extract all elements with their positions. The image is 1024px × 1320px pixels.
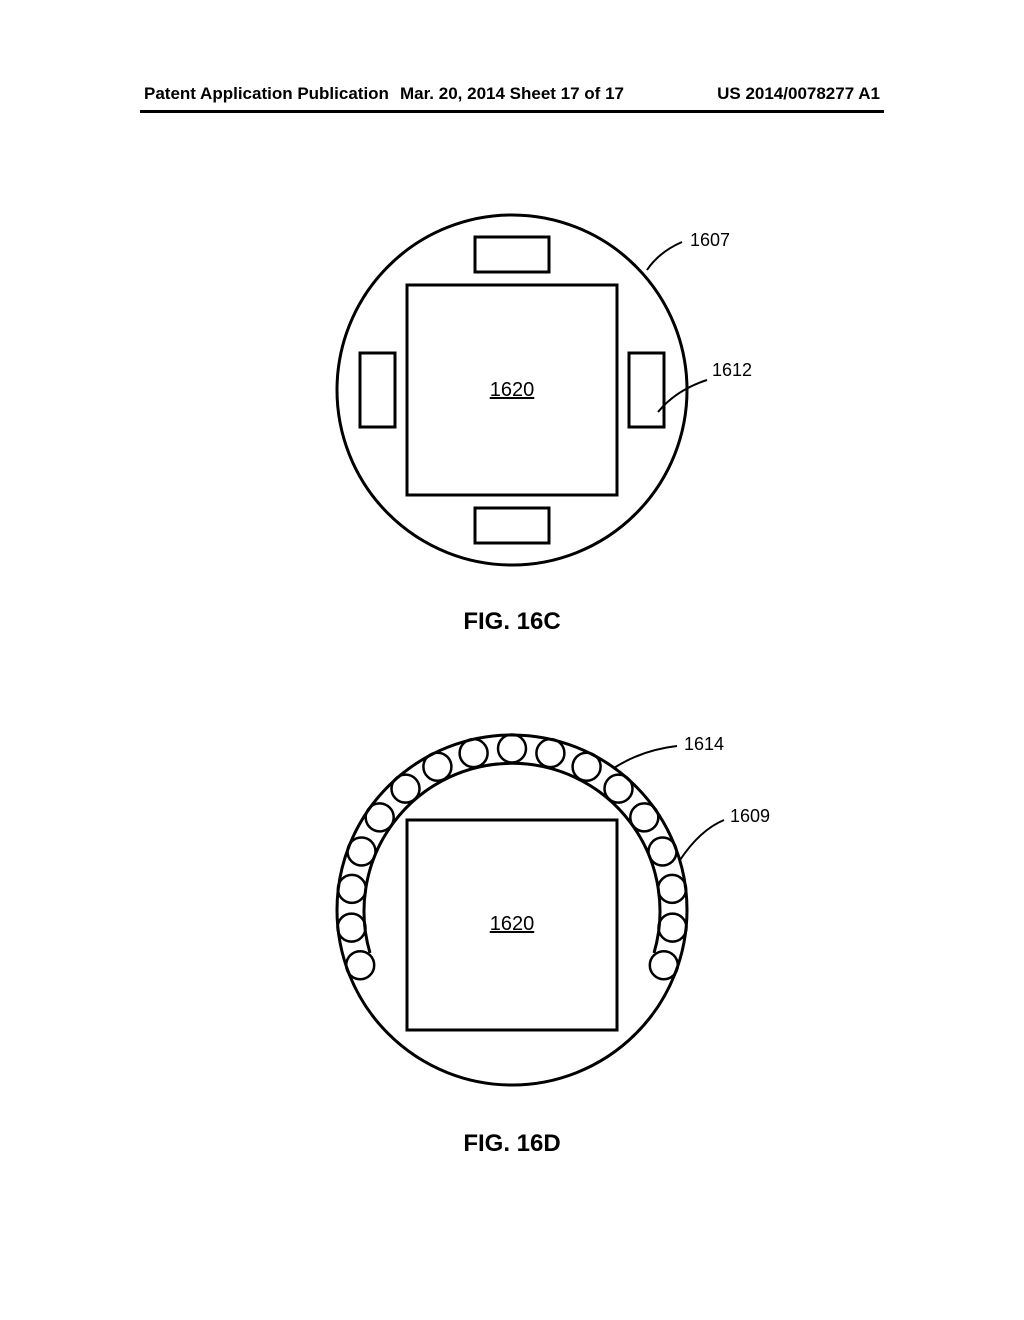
fig16c-title: FIG. 16C <box>463 608 560 636</box>
figure-16d-svg: 1620 1614 1609 <box>252 710 772 1110</box>
figure-16c: 1620 1607 1612 <box>252 190 772 590</box>
patent-header: Patent Application Publication Mar. 20, … <box>0 78 1024 118</box>
header-center: Mar. 20, 2014 Sheet 17 of 17 <box>400 84 624 104</box>
fig16d-callout-1609: 1609 <box>730 806 770 826</box>
fig16d-title: FIG. 16D <box>463 1130 560 1158</box>
header-rule <box>140 110 884 113</box>
figure-16c-svg: 1620 1607 1612 <box>252 190 772 590</box>
figure-16d: 1620 1614 1609 <box>252 710 772 1110</box>
fig16d-center-label: 1620 <box>490 913 535 935</box>
header-right: US 2014/0078277 A1 <box>717 84 880 104</box>
fig16c-center-label: 1620 <box>490 379 535 401</box>
fig16c-callout-1607: 1607 <box>690 230 730 250</box>
fig16d-callout-1614: 1614 <box>684 734 724 754</box>
header-left: Patent Application Publication <box>144 84 389 104</box>
fig16c-callout-1612: 1612 <box>712 360 752 380</box>
